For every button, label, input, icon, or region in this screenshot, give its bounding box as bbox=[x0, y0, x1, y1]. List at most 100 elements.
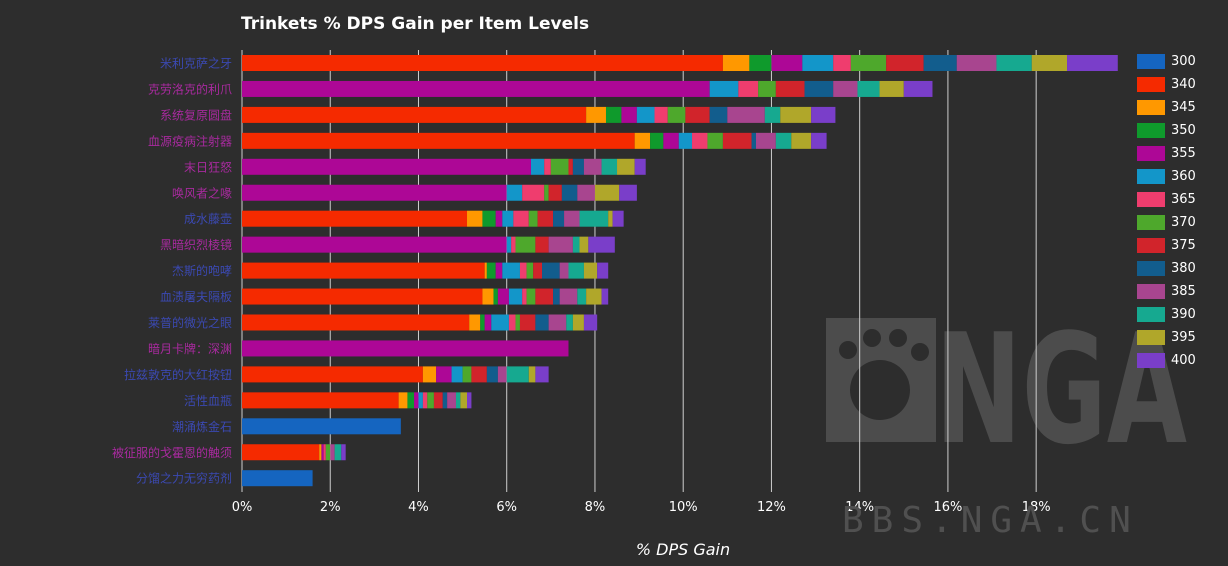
category-label: 唤风者之喙 bbox=[172, 186, 232, 200]
bar-segment-345 bbox=[469, 314, 481, 331]
legend-label: 400 bbox=[1171, 353, 1196, 368]
bar-segment-390 bbox=[996, 55, 1032, 71]
bar-segment-340 bbox=[242, 55, 723, 71]
legend-swatch bbox=[1137, 146, 1165, 161]
legend-label: 385 bbox=[1171, 284, 1196, 299]
bar-segment-385 bbox=[330, 444, 335, 461]
bar-segment-360 bbox=[418, 392, 423, 409]
bar-segment-355 bbox=[621, 106, 637, 123]
bar-segment-400 bbox=[619, 184, 637, 201]
bar-segment-365 bbox=[544, 158, 551, 175]
bar-segment-345 bbox=[722, 55, 750, 71]
bar-segment-375 bbox=[685, 106, 710, 123]
legend-swatch bbox=[1137, 123, 1165, 138]
legend-item-385[interactable]: 385 bbox=[1137, 280, 1196, 303]
chart-title: Trinkets % DPS Gain per Item Levels bbox=[241, 14, 590, 34]
legend-item-365[interactable]: 365 bbox=[1137, 188, 1196, 211]
bar-segment-370 bbox=[550, 158, 569, 175]
bar-segment-345 bbox=[484, 262, 487, 279]
bar-segment-370 bbox=[528, 210, 538, 227]
legend-label: 380 bbox=[1171, 261, 1196, 276]
category-label: 系统复原圆盘 bbox=[160, 107, 232, 122]
bar-segment-370 bbox=[758, 80, 776, 97]
bar-segment-400 bbox=[811, 106, 836, 123]
legend-label: 355 bbox=[1171, 146, 1196, 161]
category-label: 活性血瓶 bbox=[184, 394, 232, 408]
bar-segment-390 bbox=[568, 262, 584, 279]
bar-segment-300 bbox=[242, 470, 313, 487]
legend-item-355[interactable]: 355 bbox=[1137, 142, 1196, 165]
x-tick-label: 14% bbox=[845, 500, 874, 515]
bar-segment-380 bbox=[553, 210, 565, 227]
bar-segment-370 bbox=[707, 132, 723, 149]
bar-segment-385 bbox=[956, 55, 997, 71]
bar-segment-360 bbox=[506, 184, 523, 201]
bar-segment-395 bbox=[586, 288, 602, 305]
bar-segment-385 bbox=[548, 314, 567, 331]
bar-segment-380 bbox=[804, 80, 834, 97]
bar-segment-400 bbox=[341, 444, 346, 461]
bar-segment-365 bbox=[833, 55, 851, 71]
bar-segment-365 bbox=[508, 314, 516, 331]
bar-segment-345 bbox=[482, 288, 494, 305]
bar-segment-360 bbox=[678, 132, 693, 149]
bar-segment-395 bbox=[460, 392, 468, 409]
legend-item-400[interactable]: 400 bbox=[1137, 349, 1196, 372]
bar-segment-380 bbox=[561, 184, 578, 201]
legend-item-360[interactable]: 360 bbox=[1137, 165, 1196, 188]
category-label: 末日狂怒 bbox=[184, 159, 232, 174]
bar-segment-395 bbox=[572, 314, 584, 331]
x-tick-label: 0% bbox=[232, 500, 253, 515]
legend-item-375[interactable]: 375 bbox=[1137, 234, 1196, 257]
bar-segment-370 bbox=[515, 236, 536, 253]
bar-segment-365 bbox=[654, 106, 668, 123]
x-tick-labels: 0% 2% 4% 6% 8% 10% 12% 14% 16% 18% bbox=[232, 500, 1051, 515]
bar-segment-375 bbox=[548, 184, 562, 201]
bar-segment-380 bbox=[572, 158, 584, 175]
legend-label: 370 bbox=[1171, 215, 1196, 230]
bar-segment-345 bbox=[398, 392, 408, 409]
legend-item-395[interactable]: 395 bbox=[1137, 326, 1196, 349]
category-label: 血源疫病注射器 bbox=[148, 133, 232, 148]
bar-segment-350 bbox=[480, 314, 485, 331]
legend-item-340[interactable]: 340 bbox=[1137, 73, 1196, 96]
bar-segment-355 bbox=[242, 80, 710, 97]
bar-segment-375 bbox=[568, 158, 573, 175]
bar-segment-400 bbox=[535, 366, 549, 383]
legend-swatch bbox=[1137, 54, 1165, 69]
legend-label: 395 bbox=[1171, 330, 1196, 345]
legend-label: 300 bbox=[1171, 54, 1196, 69]
legend-item-350[interactable]: 350 bbox=[1137, 119, 1196, 142]
bar-segment-370 bbox=[462, 366, 472, 383]
bar-segment-355 bbox=[771, 55, 803, 71]
bar-segment-355 bbox=[242, 184, 507, 201]
bar-segment-380 bbox=[535, 314, 549, 331]
watermark-url: BBS.NGA.CN bbox=[842, 500, 1139, 541]
legend-item-390[interactable]: 390 bbox=[1137, 303, 1196, 326]
legend-item-370[interactable]: 370 bbox=[1137, 211, 1196, 234]
bar-segment-395 bbox=[617, 158, 635, 175]
bar-segment-365 bbox=[519, 262, 527, 279]
legend-item-380[interactable]: 380 bbox=[1137, 257, 1196, 280]
legend-swatch bbox=[1137, 353, 1165, 368]
bar-segment-365 bbox=[692, 132, 708, 149]
legend-item-300[interactable]: 300 bbox=[1137, 50, 1196, 73]
bar-segment-385 bbox=[727, 106, 765, 123]
bar-segment-350 bbox=[493, 288, 498, 305]
bar-segment-360 bbox=[502, 262, 520, 279]
x-tick-label: 8% bbox=[585, 500, 606, 515]
bar-segment-355 bbox=[242, 236, 507, 253]
bar-segment-340 bbox=[242, 366, 423, 383]
x-tick-label: 6% bbox=[496, 500, 517, 515]
bar-segment-380 bbox=[553, 288, 560, 305]
bar-segment-385 bbox=[559, 262, 569, 279]
bars bbox=[242, 55, 1118, 487]
bar-segment-395 bbox=[579, 236, 589, 253]
bar-segment-350 bbox=[482, 210, 496, 227]
legend-item-345[interactable]: 345 bbox=[1137, 96, 1196, 119]
bar-segment-365 bbox=[422, 392, 428, 409]
legend-label: 360 bbox=[1171, 169, 1196, 184]
bar-segment-340 bbox=[242, 288, 483, 305]
x-tick-label: 18% bbox=[1022, 500, 1051, 515]
bar-segment-375 bbox=[433, 392, 443, 409]
